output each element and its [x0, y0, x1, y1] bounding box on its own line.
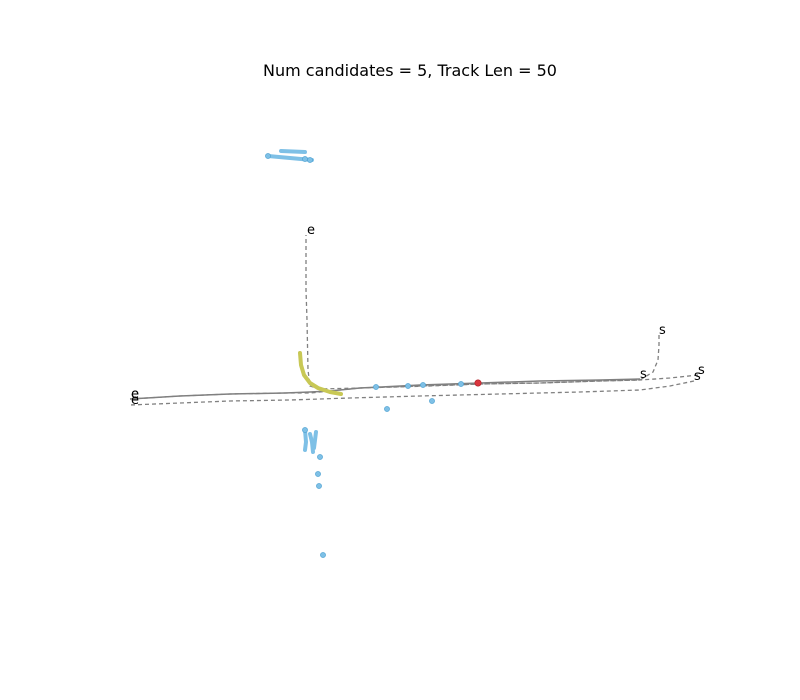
- lane-2: [129, 335, 660, 400]
- candidate-endpoint-4: [405, 383, 411, 389]
- candidate-0: [279, 149, 307, 154]
- candidate-endpoint-9: [302, 427, 308, 433]
- lane-3-end-label: e: [131, 393, 139, 408]
- candidate-2: [303, 428, 308, 452]
- lane-1-start-label: s: [698, 363, 705, 378]
- lane-0-start-label: s: [640, 367, 647, 382]
- candidate-endpoint-6: [458, 381, 464, 387]
- candidate-endpoint-2: [307, 157, 313, 163]
- lane-1: [305, 235, 699, 390]
- lane-2-start-label: s: [659, 323, 666, 338]
- target-point: [474, 379, 482, 387]
- candidate-endpoint-1: [302, 156, 308, 162]
- candidate-trajectories: [265, 149, 464, 558]
- candidate-endpoint-8: [429, 398, 435, 404]
- lane-3: [129, 380, 695, 406]
- candidate-endpoint-10: [317, 454, 323, 460]
- candidate-endpoint-12: [316, 483, 322, 489]
- target-marker: [474, 379, 482, 387]
- lane-2-end-label: e: [131, 387, 139, 402]
- candidate-endpoint-13: [320, 552, 326, 558]
- chart-title: Num candidates = 5, Track Len = 50: [263, 61, 557, 80]
- candidate-endpoint-11: [315, 471, 321, 477]
- lane-1-end-label: e: [307, 223, 315, 238]
- lane-centerlines: [129, 235, 699, 406]
- candidate-endpoint-0: [265, 153, 271, 159]
- candidate-endpoint-3: [373, 384, 379, 390]
- lane-0-end-label: e: [131, 387, 139, 402]
- candidate-4: [312, 430, 318, 450]
- agent-history-path: [298, 351, 343, 396]
- candidate-endpoint-7: [384, 406, 390, 412]
- agent-history: [298, 351, 343, 396]
- candidate-endpoint-5: [420, 382, 426, 388]
- lane-3-start-label: s: [694, 369, 701, 384]
